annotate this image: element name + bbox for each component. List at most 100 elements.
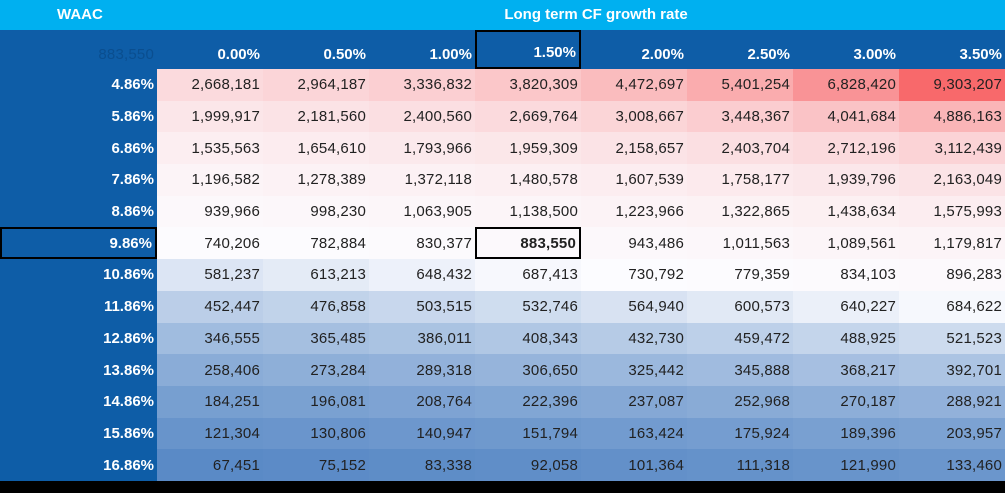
data-cell[interactable]: 203,957 [899, 417, 1005, 450]
data-cell[interactable]: 3,448,367 [687, 100, 793, 133]
data-cell[interactable]: 1,278,389 [263, 164, 369, 196]
data-cell[interactable]: 532,746 [475, 290, 581, 323]
data-cell[interactable]: 730,792 [581, 259, 687, 291]
data-cell[interactable]: 4,472,697 [581, 69, 687, 101]
row-header[interactable]: 16.86% [0, 449, 157, 481]
row-header-selected[interactable]: 9.86% [0, 227, 157, 260]
data-cell[interactable]: 133,460 [899, 449, 1005, 481]
data-cell[interactable]: 834,103 [793, 259, 899, 291]
column-header[interactable]: 3.00% [853, 46, 896, 63]
data-cell[interactable]: 75,152 [263, 449, 369, 481]
data-cell[interactable]: 9,303,207 [899, 69, 1005, 101]
data-cell[interactable]: 432,730 [581, 322, 687, 355]
data-cell[interactable]: 1,959,309 [475, 132, 581, 165]
data-cell[interactable]: 2,712,196 [793, 132, 899, 165]
data-cell[interactable]: 289,318 [369, 354, 475, 386]
data-cell[interactable]: 459,472 [687, 322, 793, 355]
data-cell[interactable]: 4,041,684 [793, 100, 899, 133]
col-axis-label[interactable]: Long term CF growth rate [504, 6, 688, 23]
row-header[interactable]: 6.86% [0, 132, 157, 165]
data-cell[interactable]: 5,401,254 [687, 69, 793, 101]
data-cell[interactable]: 3,112,439 [899, 132, 1005, 165]
data-cell[interactable]: 2,668,181 [157, 69, 263, 101]
data-cell[interactable]: 2,403,704 [687, 132, 793, 165]
data-cell[interactable]: 258,406 [157, 354, 263, 386]
data-cell[interactable]: 111,318 [687, 449, 793, 481]
data-cell[interactable]: 1,179,817 [899, 227, 1005, 260]
data-cell[interactable]: 1,011,563 [687, 227, 793, 260]
row-header[interactable]: 4.86% [0, 69, 157, 101]
data-cell[interactable]: 1,607,539 [581, 164, 687, 196]
data-cell[interactable]: 1,793,966 [369, 132, 475, 165]
data-cell[interactable]: 943,486 [581, 227, 687, 260]
data-cell[interactable]: 184,251 [157, 385, 263, 418]
data-cell[interactable]: 3,008,667 [581, 100, 687, 133]
data-cell[interactable]: 121,990 [793, 449, 899, 481]
data-cell[interactable]: 208,764 [369, 385, 475, 418]
data-cell[interactable]: 101,364 [581, 449, 687, 481]
column-header-selected[interactable]: 1.50% [475, 30, 581, 69]
data-cell[interactable]: 130,806 [263, 417, 369, 450]
data-cell[interactable]: 3,820,309 [475, 69, 581, 101]
data-cell[interactable]: 270,187 [793, 385, 899, 418]
data-cell[interactable]: 648,432 [369, 259, 475, 291]
data-cell[interactable]: 1,438,634 [793, 195, 899, 228]
data-cell[interactable]: 452,447 [157, 290, 263, 323]
data-cell[interactable]: 365,485 [263, 322, 369, 355]
data-cell[interactable]: 782,884 [263, 227, 369, 260]
data-cell[interactable]: 6,828,420 [793, 69, 899, 101]
column-header[interactable]: 2.00% [641, 46, 684, 63]
data-cell[interactable]: 222,396 [475, 385, 581, 418]
data-cell[interactable]: 1,322,865 [687, 195, 793, 228]
data-cell[interactable]: 273,284 [263, 354, 369, 386]
data-cell[interactable]: 600,573 [687, 290, 793, 323]
column-header[interactable]: 0.50% [323, 46, 366, 63]
data-cell[interactable]: 392,701 [899, 354, 1005, 386]
data-cell[interactable]: 252,968 [687, 385, 793, 418]
data-cell[interactable]: 1,535,563 [157, 132, 263, 165]
data-cell[interactable]: 687,413 [475, 259, 581, 291]
column-header[interactable]: 0.00% [217, 46, 260, 63]
data-cell[interactable]: 1,939,796 [793, 164, 899, 196]
row-header[interactable]: 11.86% [0, 290, 157, 323]
data-cell[interactable]: 196,081 [263, 385, 369, 418]
data-cell[interactable]: 121,304 [157, 417, 263, 450]
data-cell[interactable]: 151,794 [475, 417, 581, 450]
data-cell[interactable]: 2,163,049 [899, 164, 1005, 196]
data-cell[interactable]: 325,442 [581, 354, 687, 386]
row-header[interactable]: 13.86% [0, 354, 157, 386]
row-header[interactable]: 10.86% [0, 259, 157, 291]
data-cell[interactable]: 2,964,187 [263, 69, 369, 101]
data-cell[interactable]: 581,237 [157, 259, 263, 291]
data-cell[interactable]: 1,138,500 [475, 195, 581, 228]
data-cell[interactable]: 1,372,118 [369, 164, 475, 196]
data-cell[interactable]: 521,523 [899, 322, 1005, 355]
corner-cell[interactable]: 883,550 [0, 30, 157, 69]
data-cell[interactable]: 830,377 [369, 227, 475, 260]
row-header[interactable]: 7.86% [0, 164, 157, 196]
data-cell[interactable]: 237,087 [581, 385, 687, 418]
column-header[interactable]: 2.50% [747, 46, 790, 63]
row-header[interactable]: 8.86% [0, 195, 157, 228]
data-cell[interactable]: 740,206 [157, 227, 263, 260]
data-cell[interactable]: 288,921 [899, 385, 1005, 418]
data-cell[interactable]: 564,940 [581, 290, 687, 323]
data-cell[interactable]: 998,230 [263, 195, 369, 228]
data-cell[interactable]: 2,181,560 [263, 100, 369, 133]
row-header[interactable]: 14.86% [0, 385, 157, 418]
data-cell[interactable]: 2,669,764 [475, 100, 581, 133]
data-cell[interactable]: 503,515 [369, 290, 475, 323]
data-cell[interactable]: 140,947 [369, 417, 475, 450]
data-cell[interactable]: 779,359 [687, 259, 793, 291]
data-cell[interactable]: 83,338 [369, 449, 475, 481]
row-header[interactable]: 5.86% [0, 100, 157, 133]
data-cell[interactable]: 1,999,917 [157, 100, 263, 133]
data-cell[interactable]: 684,622 [899, 290, 1005, 323]
data-cell[interactable]: 345,888 [687, 354, 793, 386]
data-cell[interactable]: 67,451 [157, 449, 263, 481]
data-cell[interactable]: 4,886,163 [899, 100, 1005, 133]
data-cell[interactable]: 939,966 [157, 195, 263, 228]
data-cell[interactable]: 1,654,610 [263, 132, 369, 165]
data-cell-selected[interactable]: 883,550 [475, 227, 581, 260]
data-cell[interactable]: 1,063,905 [369, 195, 475, 228]
